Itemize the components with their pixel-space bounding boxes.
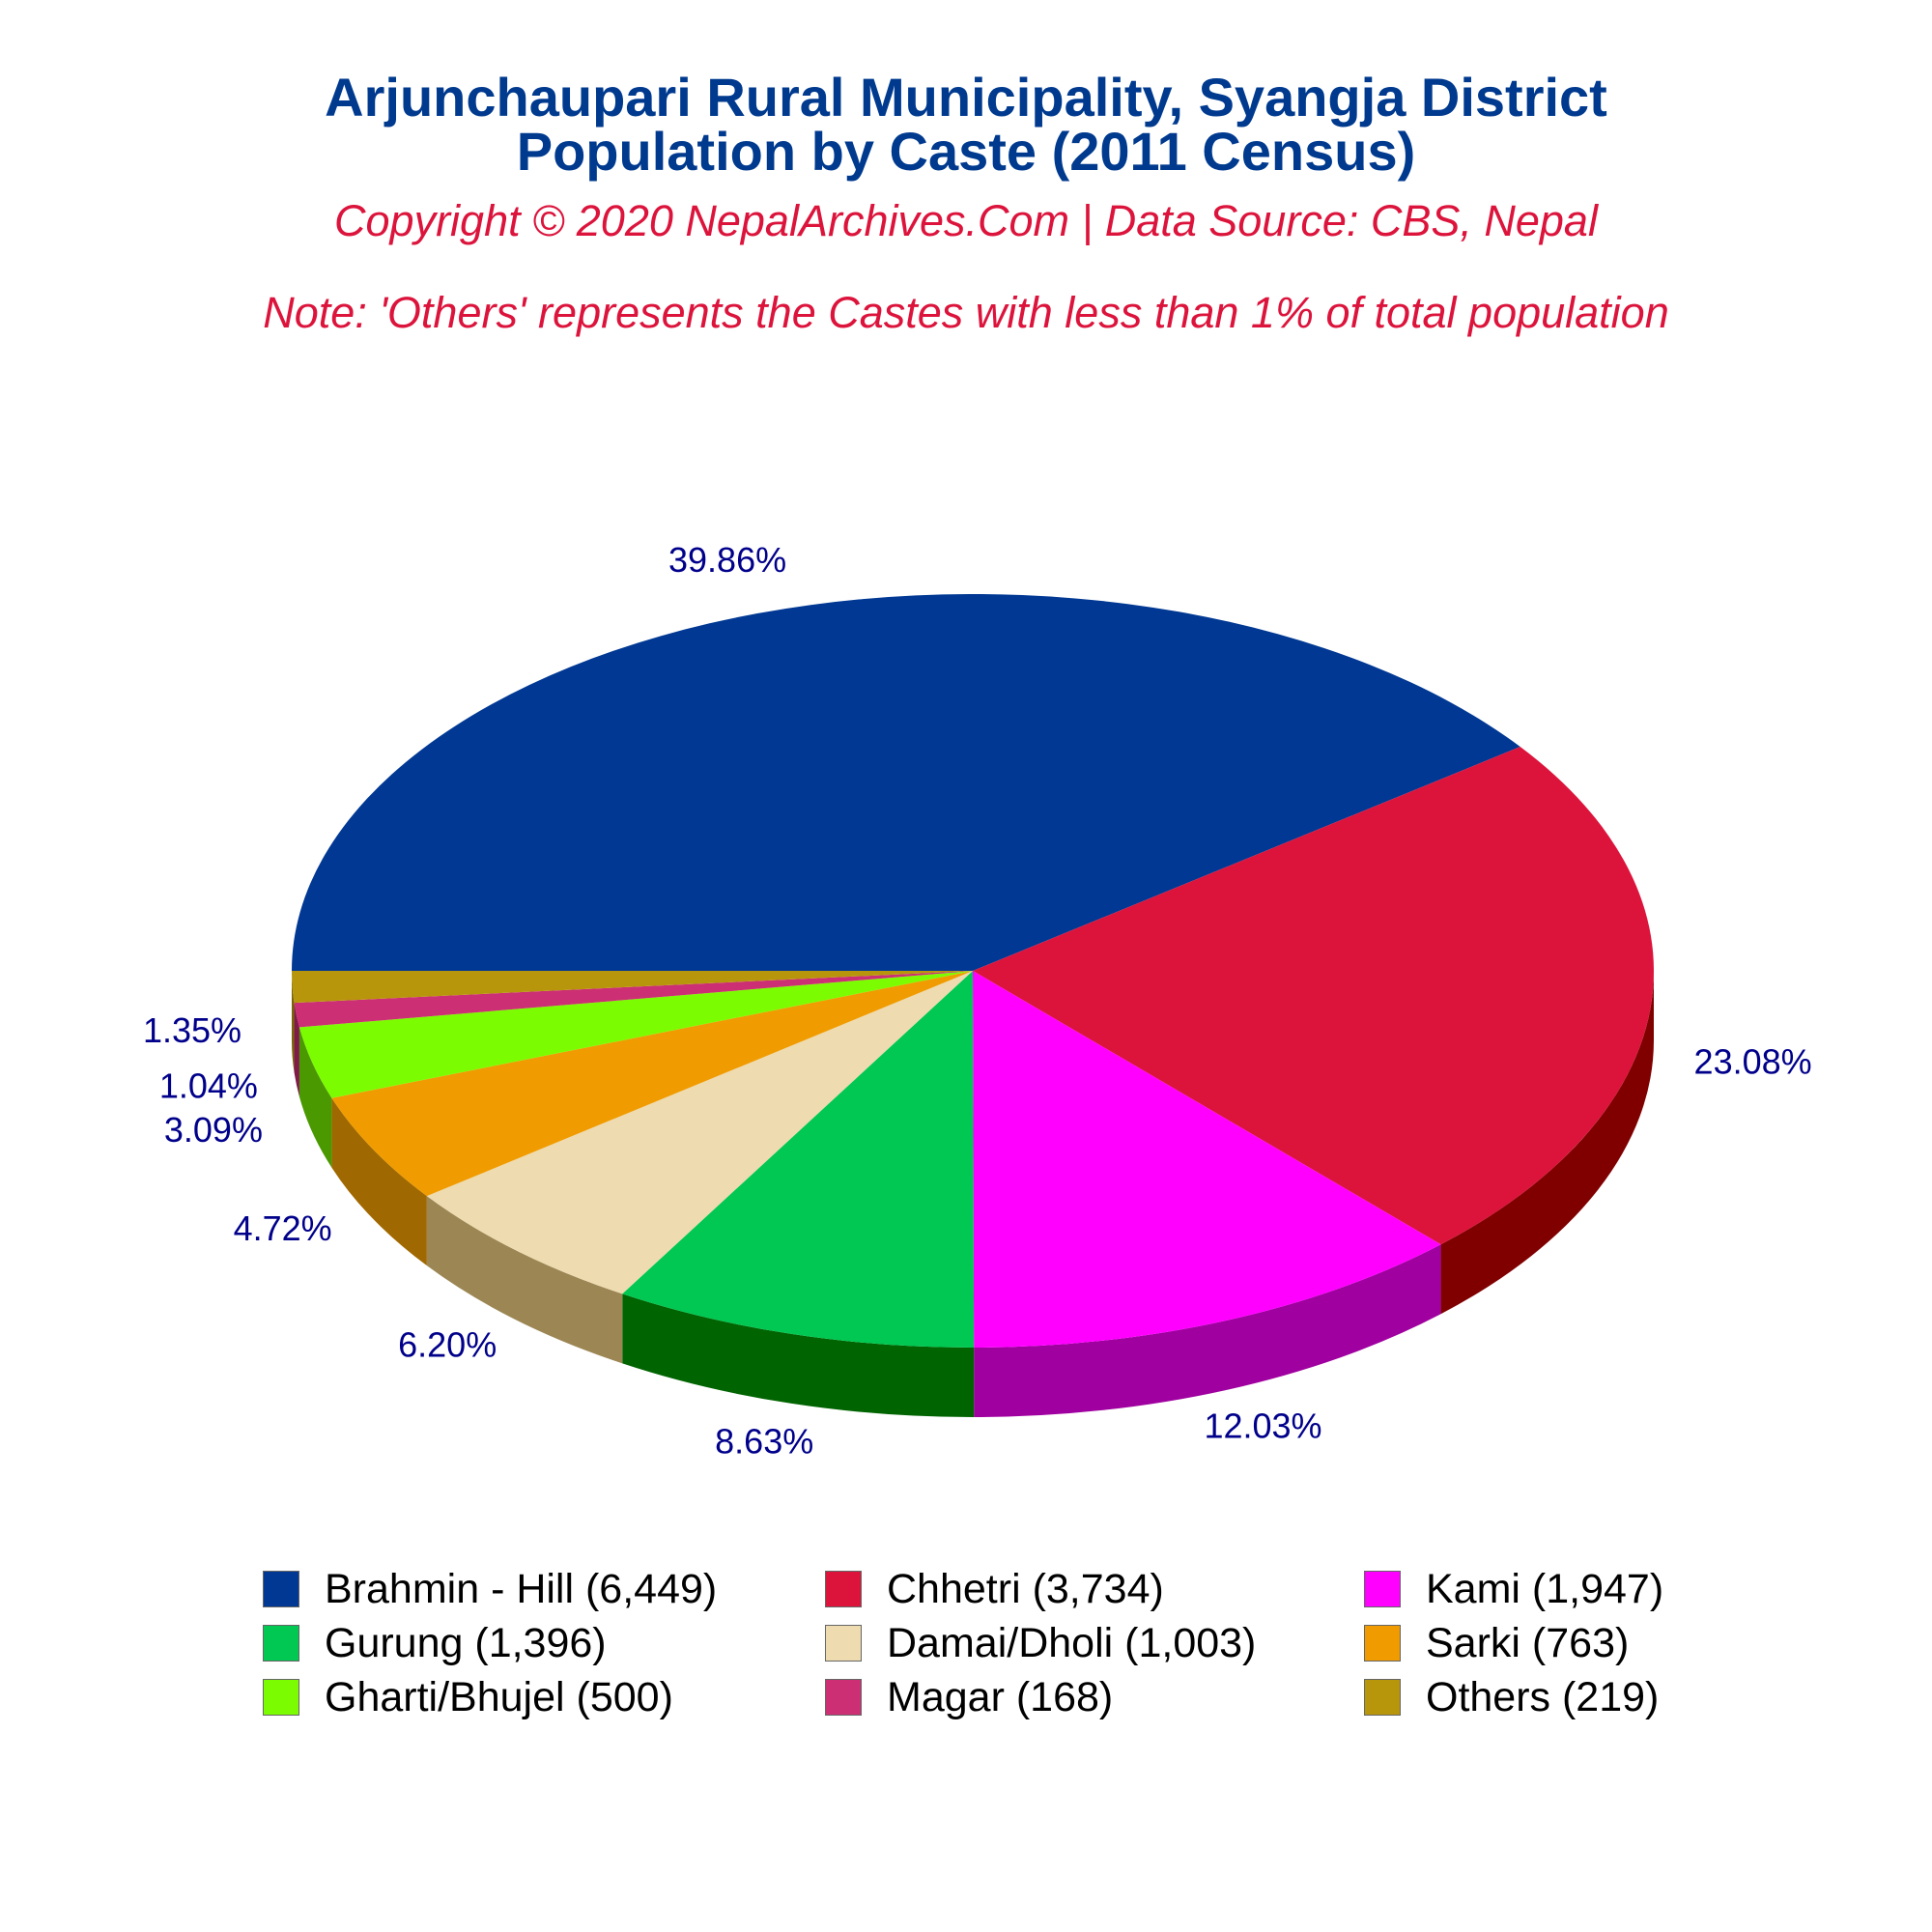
pie-slice-6 — [298, 971, 974, 1098]
chart-subtitle: Population by Caste (2011 Census) — [516, 121, 1416, 182]
legend-swatch-0 — [263, 1571, 299, 1607]
pie-side-3 — [622, 1293, 975, 1417]
legend-item-7: Magar (168) — [825, 1671, 1364, 1723]
pie-sides — [292, 971, 1654, 1417]
pie-slice-8 — [292, 971, 973, 1004]
pie-label-4: 6.20% — [398, 1325, 497, 1365]
legend-label-0: Brahmin - Hill (6,449) — [325, 1565, 718, 1612]
legend-label-3: Gurung (1,396) — [325, 1619, 607, 1666]
legend-item-6: Gharti/Bhujel (500) — [263, 1671, 825, 1723]
pie-side-5 — [331, 1097, 427, 1266]
pie-label-1: 23.08% — [1694, 1041, 1812, 1081]
pie-labels: 39.86%23.08%12.03%8.63%6.20%4.72%3.09%1.… — [143, 540, 1812, 1461]
pie-label-0: 39.86% — [668, 540, 786, 580]
pie-side-6 — [298, 1027, 332, 1168]
copyright-text: Copyright © 2020 NepalArchives.Com | Dat… — [334, 196, 1598, 245]
pie-label-8: 1.35% — [143, 1010, 242, 1050]
legend-swatch-6 — [263, 1679, 299, 1716]
pie-side-1 — [1440, 971, 1654, 1315]
pie-side-4 — [426, 1196, 623, 1364]
legend-swatch-5 — [1364, 1625, 1401, 1662]
legend-item-0: Brahmin - Hill (6,449) — [263, 1563, 825, 1615]
pie-slice-0 — [292, 594, 1520, 971]
pie-label-7: 1.04% — [159, 1066, 258, 1106]
legend-label-5: Sarki (763) — [1426, 1619, 1630, 1666]
pie-slice-7 — [294, 971, 974, 1028]
legend-label-7: Magar (168) — [887, 1673, 1114, 1720]
pie-slice-1 — [973, 747, 1654, 1245]
legend-item-4: Damai/Dholi (1,003) — [825, 1617, 1364, 1669]
pie-label-3: 8.63% — [715, 1421, 813, 1461]
pie-label-6: 3.09% — [164, 1110, 263, 1150]
legend-item-5: Sarki (763) — [1364, 1617, 1750, 1669]
legend: Brahmin - Hill (6,449) Chhetri (3,734) Kam… — [263, 1563, 1750, 1723]
legend-item-8: Others (219) — [1364, 1671, 1750, 1723]
legend-label-4: Damai/Dholi (1,003) — [887, 1619, 1257, 1666]
legend-swatch-3 — [263, 1625, 299, 1662]
pie-side-2 — [974, 1244, 1441, 1417]
chart-title: Arjunchaupari Rural Municipality, Syangj… — [325, 67, 1607, 128]
pie-side-7 — [294, 1003, 299, 1097]
pie-slice-4 — [426, 971, 974, 1294]
legend-label-8: Others (219) — [1426, 1673, 1660, 1720]
legend-label-1: Chhetri (3,734) — [887, 1565, 1164, 1612]
pie-slice-3 — [622, 971, 975, 1348]
legend-label-6: Gharti/Bhujel (500) — [325, 1673, 673, 1720]
legend-swatch-8 — [1364, 1679, 1401, 1716]
pie-slice-5 — [331, 971, 973, 1197]
pie-side-8 — [292, 971, 295, 1073]
note-text: Note: 'Others' represents the Castes wit… — [263, 288, 1669, 337]
legend-item-2: Kami (1,947) — [1364, 1563, 1750, 1615]
legend-swatch-1 — [825, 1571, 862, 1607]
pie-slices — [292, 594, 1654, 1348]
legend-item-3: Gurung (1,396) — [263, 1617, 825, 1669]
legend-swatch-4 — [825, 1625, 862, 1662]
legend-item-1: Chhetri (3,734) — [825, 1563, 1364, 1615]
pie-label-5: 4.72% — [234, 1208, 332, 1248]
pie-label-2: 12.03% — [1204, 1406, 1321, 1446]
legend-label-2: Kami (1,947) — [1426, 1565, 1664, 1612]
legend-swatch-7 — [825, 1679, 862, 1716]
legend-swatch-2 — [1364, 1571, 1401, 1607]
pie-slice-2 — [973, 971, 1441, 1348]
